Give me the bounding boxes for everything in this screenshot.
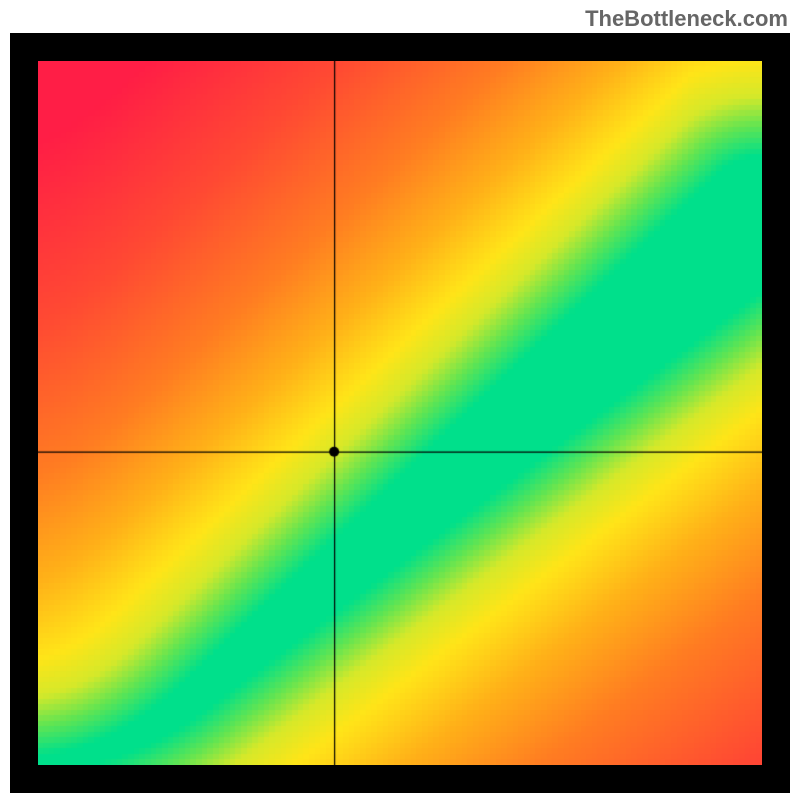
bottleneck-heatmap <box>38 61 762 765</box>
chart-container: TheBottleneck.com <box>0 0 800 800</box>
watermark-text: TheBottleneck.com <box>585 6 788 32</box>
